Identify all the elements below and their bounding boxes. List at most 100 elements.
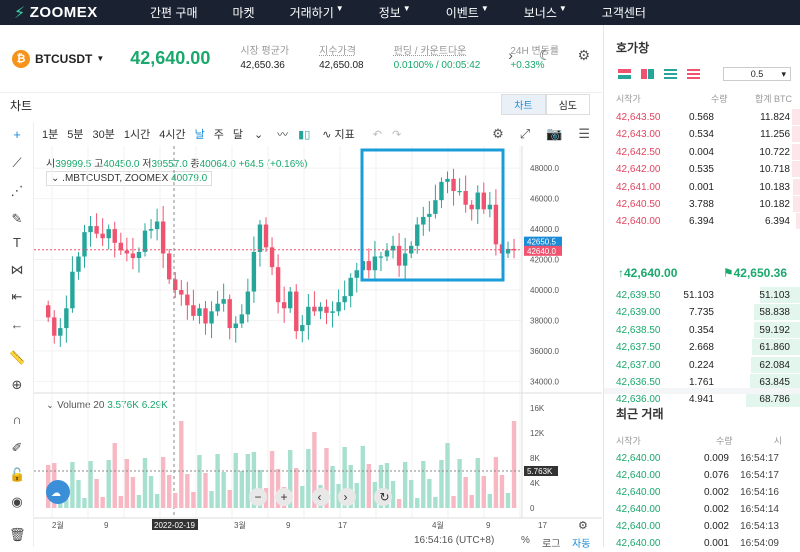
chevron-down-icon[interactable]: ▼ <box>96 54 105 63</box>
chevron-down-icon[interactable]: ⌄ <box>253 128 264 141</box>
symbol-selector[interactable]: BTCUSDT <box>35 51 93 66</box>
moon-icon[interactable]: ☾ <box>538 47 552 63</box>
volume-bar <box>475 458 480 508</box>
book-asks-icon[interactable] <box>687 69 700 79</box>
ruler-icon[interactable]: 📏 <box>9 350 26 365</box>
timeframe-1[interactable]: 5분 <box>67 129 84 141</box>
line-chart-icon[interactable]: 〰 <box>277 129 289 141</box>
arrow-left-icon[interactable]: ← <box>10 317 24 332</box>
indicator-icon[interactable]: ∿ <box>322 128 332 141</box>
candle-body <box>191 305 196 316</box>
ask-row[interactable]: 42,641.00 0.001 10.183 <box>604 178 800 196</box>
axis-gear-icon[interactable]: ⚙ <box>578 520 588 532</box>
nav-item-0[interactable]: 간편 구매 <box>150 6 198 20</box>
bid-row[interactable]: 42,636.50 1.761 63.845 <box>604 374 800 391</box>
nav-item-4[interactable]: 이벤트 <box>445 6 479 20</box>
nav-item-3[interactable]: 정보 <box>378 6 401 20</box>
chevron-right-icon[interactable]: › <box>508 47 513 63</box>
auto-toggle[interactable]: 자동 <box>572 539 591 550</box>
bid-row[interactable]: 42,637.50 2.668 61.860 <box>604 339 800 356</box>
fullscreen-icon[interactable]: ⤢ <box>519 126 531 141</box>
settings-icon[interactable]: ⚙ <box>492 126 504 141</box>
volume-bar <box>354 483 359 508</box>
trash-icon[interactable]: 🗑 <box>9 527 26 542</box>
total: 11.824 <box>760 112 790 123</box>
stat-label[interactable]: 펀딩 / 카운트다운 <box>393 45 467 57</box>
x-tick-label: 2022-02-19 <box>154 521 195 530</box>
undo-icon[interactable]: ↶ <box>372 128 382 141</box>
volume-tick-label: 12K <box>530 429 545 438</box>
nav-item-5[interactable]: 보너스 <box>523 6 557 20</box>
zoom-in-button[interactable] <box>275 488 293 506</box>
book-bids-icon[interactable] <box>664 69 677 79</box>
ask-row[interactable]: 42,643.50 0.568 11.824 <box>604 109 800 126</box>
indicator-button[interactable]: 지표 <box>334 129 355 141</box>
mark-price-mid: ⚑42,650.36 <box>722 266 787 280</box>
bid-row[interactable]: 42,637.00 0.224 62.084 <box>604 356 800 374</box>
candles-icon[interactable]: ▮▯ <box>298 128 311 141</box>
timeframe-4[interactable]: 4시간 <box>159 129 186 141</box>
volume-bar <box>227 490 232 508</box>
ask-row[interactable]: 42,640.50 3.788 10.182 <box>604 196 800 213</box>
nav-item-6[interactable]: 고객센터 <box>601 6 646 20</box>
bid-row[interactable]: 42,639.50 51.103 51.103 <box>604 287 800 304</box>
price-chart[interactable]: 48000.0 46000.0 44000.0 42000.0 40000.0 38000… <box>34 146 602 534</box>
brush-icon[interactable]: ✎ <box>11 211 23 226</box>
gear-icon[interactable]: ⚙ <box>577 47 590 63</box>
book-both-alt-icon[interactable] <box>641 69 654 79</box>
ask-row[interactable]: 42,643.00 0.534 11.256 <box>604 126 800 143</box>
scroll-right-button[interactable] <box>338 488 356 506</box>
pattern-icon[interactable]: ⋈ <box>10 262 24 277</box>
percent-toggle[interactable]: % <box>521 535 530 546</box>
timeframe-2[interactable]: 30분 <box>92 129 115 141</box>
timeframe-6[interactable]: 주 <box>213 129 224 141</box>
tab-depth[interactable]: 심도 <box>545 94 590 115</box>
volume-bar <box>457 459 462 508</box>
timeframe-5[interactable]: 날 <box>194 129 205 141</box>
magnet-icon[interactable]: ∩ <box>12 412 22 427</box>
nav-item-1[interactable]: 마켓 <box>232 6 255 20</box>
chevron-down-icon[interactable]: ⌄ <box>46 400 55 411</box>
zoom-in-icon[interactable]: ⊕ <box>11 377 23 392</box>
scroll-left-button[interactable] <box>312 488 330 506</box>
trendline-icon[interactable]: ⟋ <box>12 155 22 170</box>
volume-bar <box>463 477 468 508</box>
log-toggle[interactable]: 로그 <box>542 539 561 550</box>
nav-item-2[interactable]: 거래하기 <box>289 6 334 20</box>
pencil-lock-icon[interactable]: ✐ <box>11 440 23 455</box>
crosshair-icon[interactable]: + <box>13 127 21 142</box>
zoomex-logo[interactable]: ⚡ ZOOMEX <box>14 3 134 23</box>
text-icon[interactable]: T <box>13 235 21 250</box>
lock-icon[interactable]: 🔓 <box>9 467 26 482</box>
redo-icon[interactable]: ↷ <box>391 128 402 141</box>
ask-row[interactable]: 42,640.00 6.394 6.394 <box>604 213 800 230</box>
timeframe-3[interactable]: 1시간 <box>123 129 151 141</box>
tab-chart[interactable]: 차트 <box>501 94 546 115</box>
bid-row[interactable]: 42,639.00 7.735 58.838 <box>604 304 800 321</box>
trade-time: 16:54:16 <box>740 487 779 498</box>
ask-row[interactable]: 42,642.50 0.004 10.722 <box>604 143 800 161</box>
bid-row[interactable]: 42,636.00 4.941 68.786 <box>604 391 800 408</box>
eye-icon[interactable]: ◉ <box>11 494 23 509</box>
close-value: 40064.0 <box>199 159 236 170</box>
price-step-select[interactable]: 0.5 ▾ <box>723 67 791 81</box>
quantity: 4.941 <box>688 394 714 406</box>
cloud-icon[interactable] <box>46 480 70 504</box>
book-both-icon[interactable] <box>618 69 631 79</box>
reset-button[interactable] <box>374 488 392 506</box>
volume-bar <box>191 492 196 508</box>
measure-icon[interactable]: ⇤ <box>11 289 23 304</box>
volume-bar <box>221 472 226 508</box>
timeframe-0[interactable]: 1분 <box>42 129 59 141</box>
ask-row[interactable]: 42,642.00 0.535 10.718 <box>604 161 800 178</box>
source-legend[interactable]: ⌄ .MBTCUSDT, ZOOMEX 40079.0 <box>46 171 213 186</box>
camera-icon[interactable]: 📷 <box>546 126 563 141</box>
fib-icon[interactable]: ⋰ <box>10 183 24 198</box>
bid-row[interactable]: 42,638.50 0.354 59.192 <box>604 321 800 339</box>
low-label: 저 <box>142 159 152 170</box>
total: 63.845 <box>759 377 790 388</box>
zoom-out-button[interactable] <box>249 488 267 506</box>
timeframe-7[interactable]: 달 <box>232 129 243 141</box>
volume-bar <box>493 457 499 508</box>
layout-icon[interactable]: ☰ <box>578 126 590 141</box>
